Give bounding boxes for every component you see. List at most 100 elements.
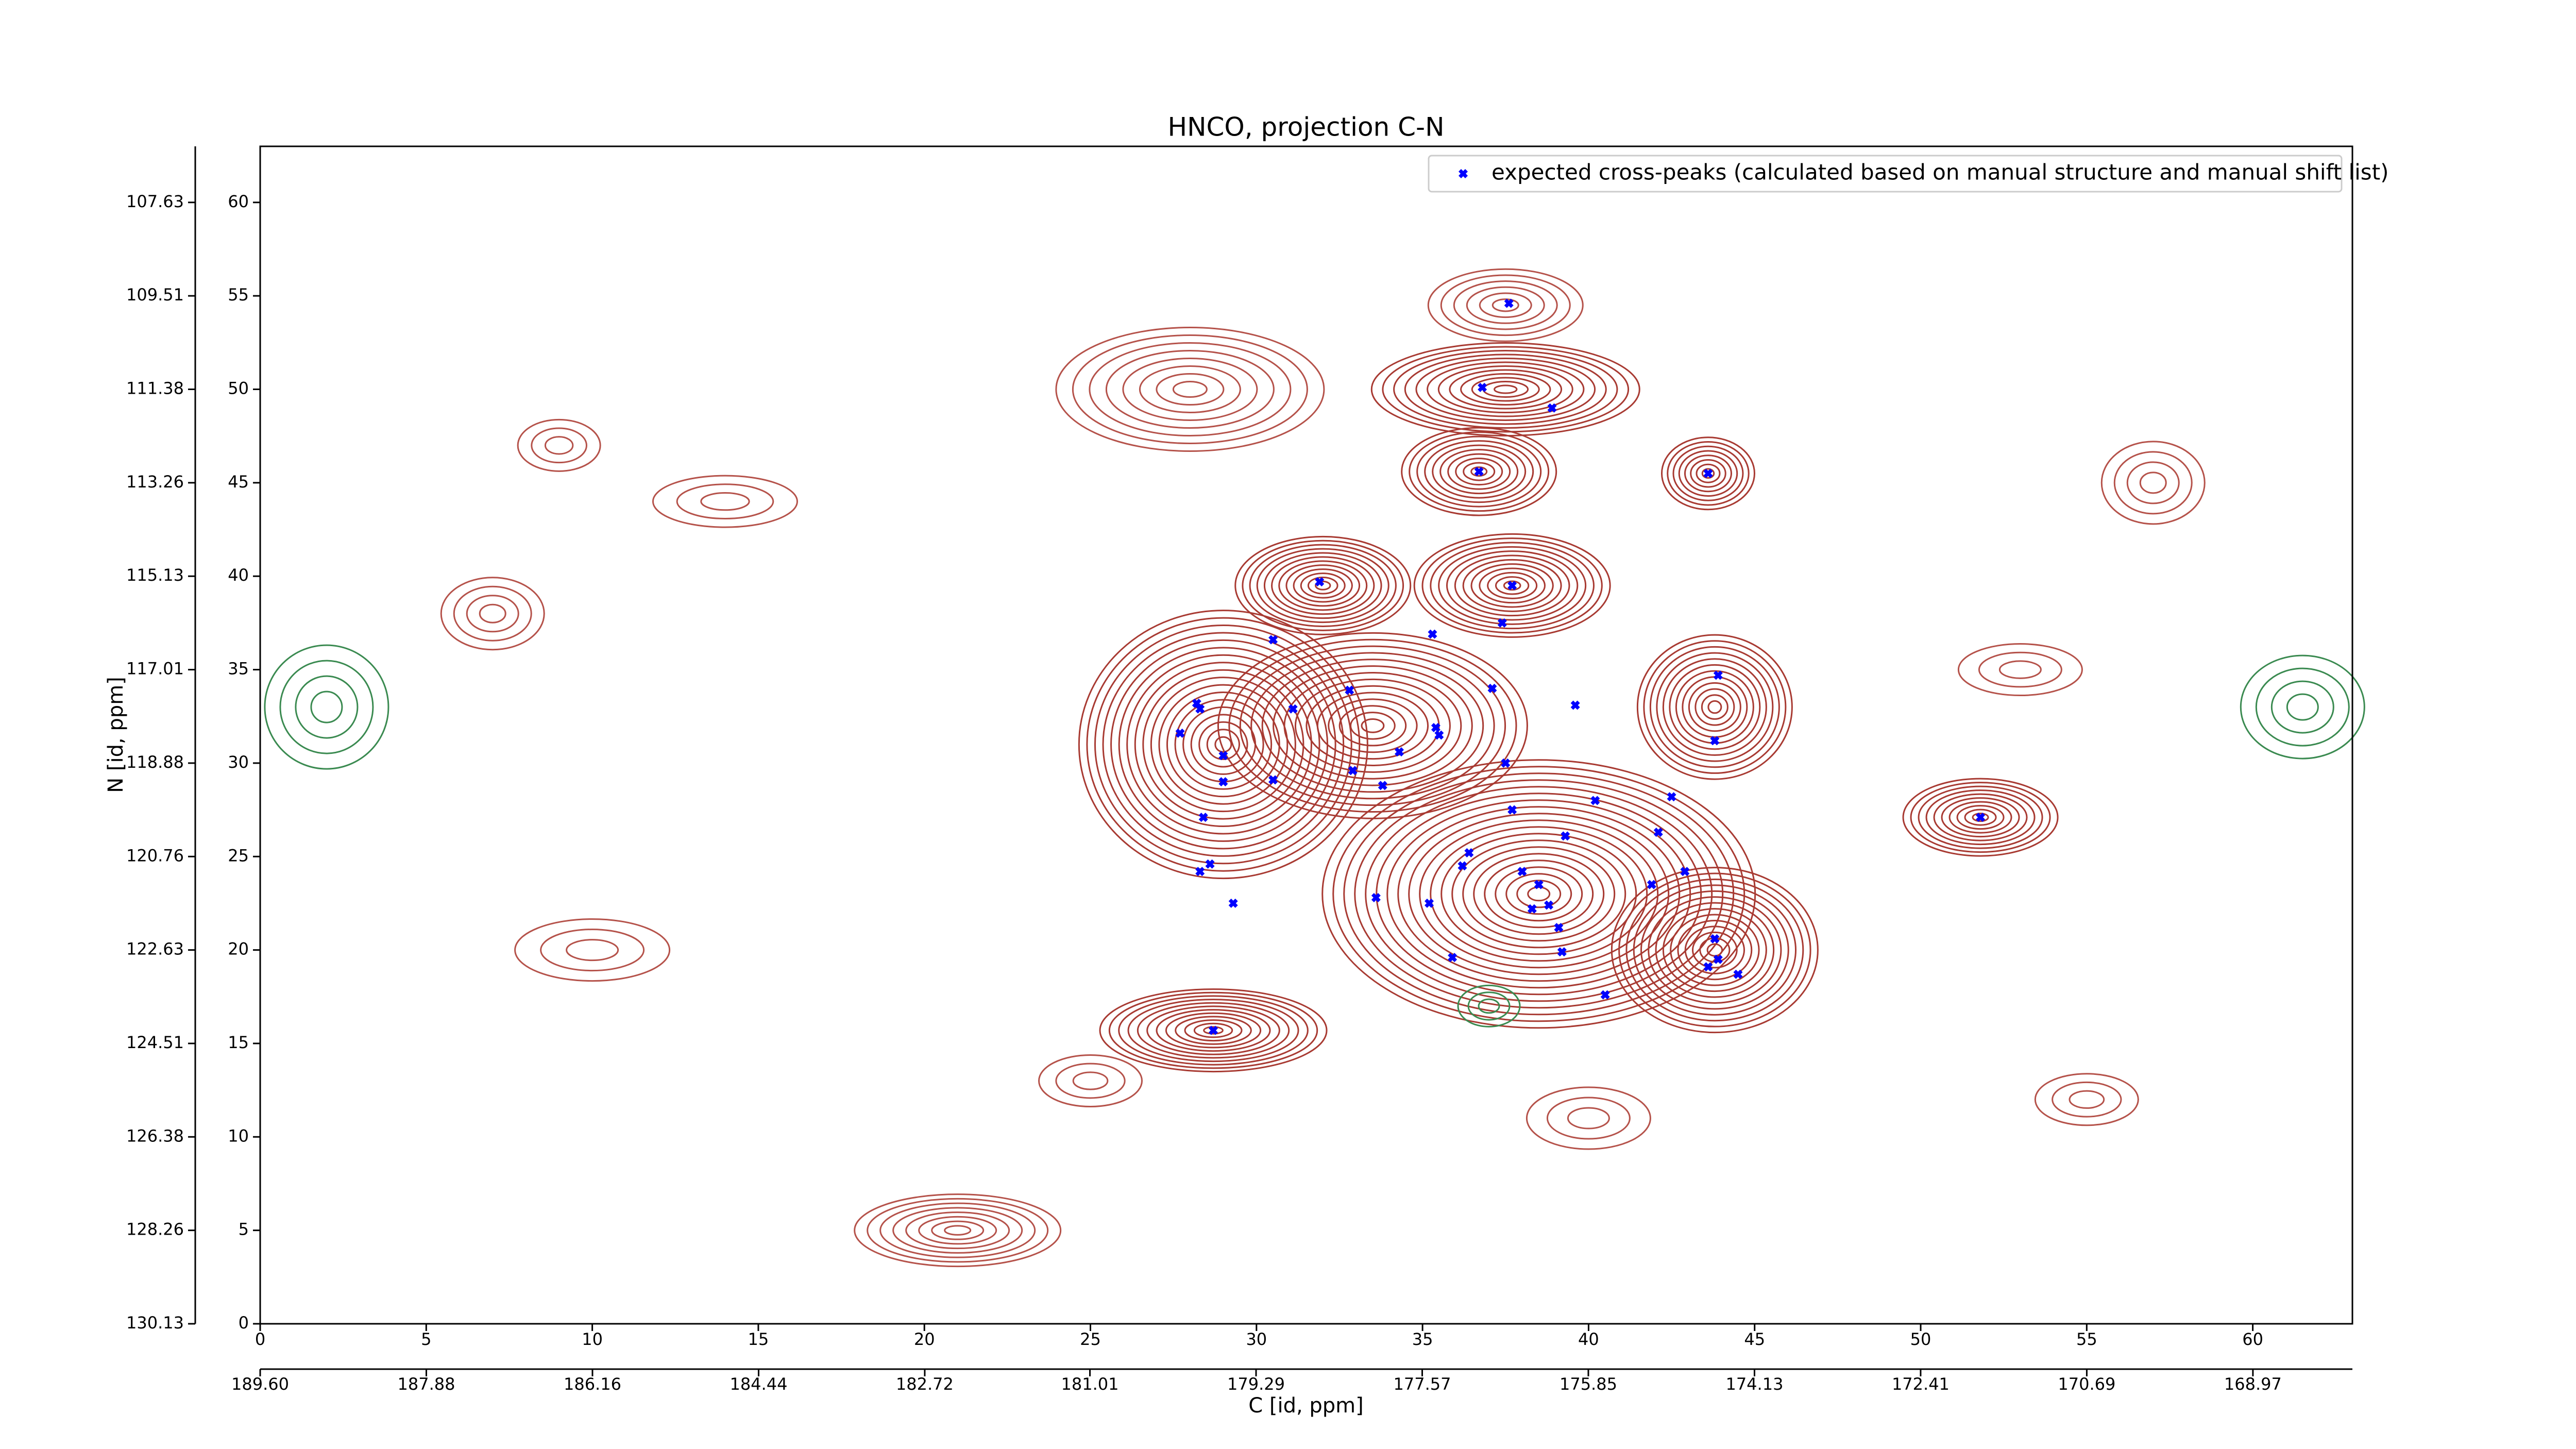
cross-peak bbox=[1315, 577, 1325, 587]
contour-line bbox=[1567, 1107, 1610, 1130]
contour-line bbox=[1089, 342, 1292, 437]
cross-peak bbox=[1394, 747, 1404, 757]
contour-line bbox=[1463, 462, 1496, 481]
contour-line bbox=[1338, 705, 1407, 747]
contour-line bbox=[905, 1211, 1010, 1250]
cross-peak bbox=[1474, 467, 1484, 477]
contour-line bbox=[1430, 826, 1648, 962]
cross-peak bbox=[1547, 403, 1557, 413]
y2-tick-label: 120.76 bbox=[126, 846, 184, 865]
y-tick-label: 45 bbox=[228, 472, 249, 492]
contour-line bbox=[1273, 665, 1473, 786]
cross-peak bbox=[1710, 736, 1720, 746]
contour-line bbox=[1516, 880, 1562, 908]
contour-line bbox=[1546, 1097, 1631, 1140]
contour-line bbox=[1964, 808, 1997, 826]
contour-line bbox=[1110, 639, 1336, 850]
cross-peak bbox=[1434, 730, 1444, 740]
contour-line bbox=[1278, 560, 1368, 611]
contour-line bbox=[1393, 350, 1618, 429]
contour-line bbox=[1156, 373, 1225, 406]
x-tick-label: 15 bbox=[748, 1329, 769, 1349]
y2-tick-label: 118.88 bbox=[126, 752, 184, 772]
cross-peak bbox=[1448, 953, 1458, 963]
y2-tick-label: 109.51 bbox=[126, 285, 184, 305]
contour-line bbox=[2113, 451, 2193, 515]
x-tick-label: 10 bbox=[582, 1329, 603, 1349]
contour-line bbox=[1492, 298, 1519, 312]
contour-line bbox=[1677, 919, 1753, 981]
contour-line bbox=[1462, 846, 1616, 942]
contour-line bbox=[1127, 999, 1299, 1063]
x2-tick-label: 168.97 bbox=[2224, 1374, 2282, 1394]
contour-line bbox=[1038, 1054, 1143, 1107]
contour-line bbox=[1316, 692, 1429, 760]
cross-peak bbox=[1507, 581, 1517, 591]
contour-line bbox=[1643, 640, 1787, 774]
cross-peak bbox=[1667, 792, 1676, 802]
contour-line bbox=[1948, 801, 2012, 834]
contour-line bbox=[1158, 684, 1289, 805]
cross-peak bbox=[1195, 704, 1205, 714]
y2-tick-label: 124.51 bbox=[126, 1033, 184, 1052]
contour-line bbox=[1478, 998, 1500, 1014]
contour-line bbox=[1343, 772, 1735, 1016]
contour-line bbox=[2255, 667, 2350, 747]
contour-line bbox=[1470, 466, 1488, 477]
contour-line bbox=[676, 483, 774, 519]
contour-line bbox=[1918, 785, 2043, 849]
contour-line bbox=[1198, 721, 1248, 768]
contour-line bbox=[1094, 625, 1352, 865]
contour-line bbox=[1413, 533, 1611, 638]
contour-line bbox=[1419, 819, 1659, 969]
contour-line bbox=[1479, 292, 1532, 318]
contour-line bbox=[1300, 572, 1346, 599]
contour-line bbox=[1467, 991, 1511, 1021]
contour-line bbox=[1055, 327, 1325, 452]
contour-line bbox=[1249, 544, 1397, 628]
contour-line bbox=[1455, 458, 1503, 486]
contour-line bbox=[1118, 995, 1309, 1066]
cross-peak bbox=[1570, 700, 1580, 710]
contour-line bbox=[1440, 833, 1637, 955]
contour-line bbox=[295, 675, 359, 739]
x2-tick-label: 174.13 bbox=[1725, 1374, 1783, 1394]
contour-line bbox=[2240, 654, 2365, 760]
cross-peak bbox=[1680, 867, 1690, 877]
cross-peak bbox=[1713, 954, 1723, 964]
contour-line bbox=[1437, 365, 1573, 414]
contour-line bbox=[1454, 554, 1570, 617]
contour-line bbox=[466, 595, 519, 633]
contour-line bbox=[1611, 867, 1819, 1034]
y-tick-label: 10 bbox=[228, 1126, 249, 1145]
contour-line bbox=[1285, 564, 1361, 607]
contour-line bbox=[1447, 453, 1511, 490]
cross-peak bbox=[1209, 1025, 1218, 1035]
contour-line bbox=[1672, 445, 1744, 501]
contour-line bbox=[1503, 580, 1521, 591]
contour-line bbox=[1494, 384, 1518, 394]
contour-line bbox=[1055, 1063, 1126, 1099]
contour-line bbox=[1662, 658, 1767, 756]
contour-line bbox=[1126, 654, 1320, 835]
contour-line bbox=[1527, 886, 1551, 902]
contour-line bbox=[1134, 662, 1312, 828]
contour-line bbox=[1618, 872, 1811, 1027]
contour-line bbox=[1315, 580, 1331, 591]
contour-line bbox=[1172, 381, 1208, 398]
contour-line bbox=[1078, 610, 1368, 880]
contour-line bbox=[1239, 645, 1506, 806]
y2-tick-label: 130.13 bbox=[126, 1313, 184, 1333]
contour-line bbox=[1203, 1026, 1224, 1035]
contour-line bbox=[531, 427, 587, 464]
contour-line bbox=[1670, 914, 1760, 986]
contour-line bbox=[2126, 461, 2180, 504]
contour-line bbox=[1365, 786, 1713, 1002]
x2-tick-label: 179.29 bbox=[1227, 1374, 1285, 1394]
contour-line bbox=[1640, 890, 1789, 1010]
contour-line bbox=[1460, 373, 1551, 406]
contour-line bbox=[854, 1193, 1062, 1268]
contour-line bbox=[1427, 268, 1584, 342]
cross-peak bbox=[1976, 813, 1986, 822]
contour-line bbox=[1072, 334, 1308, 445]
